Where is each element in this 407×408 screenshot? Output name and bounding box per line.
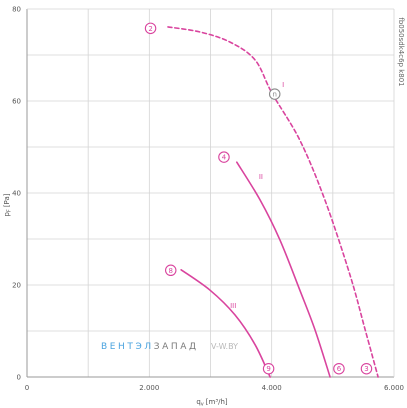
- marker-label: 3: [364, 365, 368, 373]
- watermark-part2: ЗАПАД: [154, 342, 199, 352]
- y-tick-labels: 0 20 40 60 80: [12, 6, 21, 382]
- watermark-part1: ВЕНТЭЛ: [101, 342, 154, 352]
- operating-point-markers: 2 n 3 4 6 8 9: [144, 22, 373, 375]
- series-curve-2: [236, 161, 331, 378]
- y-axis-symbol: p: [3, 212, 11, 217]
- y-tick-label: 80: [12, 6, 21, 14]
- marker-point: n: [268, 88, 281, 100]
- marker-circle: [218, 151, 230, 163]
- x-tick-label: 2.000: [139, 384, 159, 392]
- model-code: fb050sdk4c6p k801: [397, 17, 405, 86]
- x-tick-labels: 0 2.000 4.000 6.000: [25, 384, 404, 392]
- marker-point: 8: [164, 264, 177, 277]
- marker-point: 3: [360, 362, 373, 375]
- watermark-site: V-W.BY: [211, 342, 238, 351]
- series-curve-3: [180, 269, 271, 378]
- y-axis-subscript: F: [7, 209, 13, 212]
- marker-label: 2: [148, 25, 152, 33]
- series-curve-1: [167, 26, 379, 378]
- series-label-1: I: [282, 81, 284, 89]
- marker-circle: [144, 22, 157, 35]
- y-tick-label: 20: [12, 282, 21, 290]
- y-tick-label: 40: [12, 190, 21, 198]
- marker-label: n: [273, 91, 277, 99]
- marker-circle: [268, 88, 281, 100]
- marker-label: 8: [169, 267, 173, 275]
- grid-lines: [27, 9, 394, 377]
- y-tick-label: 60: [12, 98, 21, 106]
- axes: [26, 8, 395, 378]
- watermark: ВЕНТЭЛЗАПАД: [101, 342, 199, 352]
- marker-label: 6: [337, 365, 342, 373]
- marker-circle: [164, 264, 177, 277]
- x-axis-label: qv [m³/h]: [196, 398, 228, 408]
- marker-point: 9: [262, 362, 275, 375]
- x-tick-label: 0: [25, 384, 29, 392]
- marker-label: 9: [266, 365, 270, 373]
- marker-point: 4: [218, 151, 230, 163]
- y-axis-unit: [Pa]: [3, 193, 11, 207]
- x-tick-label: 4.000: [262, 384, 282, 392]
- x-tick-label: 6.000: [384, 384, 404, 392]
- x-axis-symbol: q: [196, 398, 200, 406]
- y-axis-label: pF [Pa]: [3, 193, 13, 216]
- series-label-2: II: [259, 173, 263, 181]
- marker-circle: [333, 362, 345, 375]
- y-tick-label: 0: [17, 374, 21, 382]
- series-label-3: III: [230, 302, 236, 310]
- marker-point: 6: [333, 362, 345, 375]
- marker-circle: [360, 362, 373, 375]
- marker-circle: [262, 362, 275, 375]
- x-axis-subscript: v: [201, 402, 204, 408]
- marker-label: 4: [222, 154, 227, 162]
- x-axis-unit: [m³/h]: [206, 398, 228, 406]
- marker-point: 2: [144, 22, 157, 35]
